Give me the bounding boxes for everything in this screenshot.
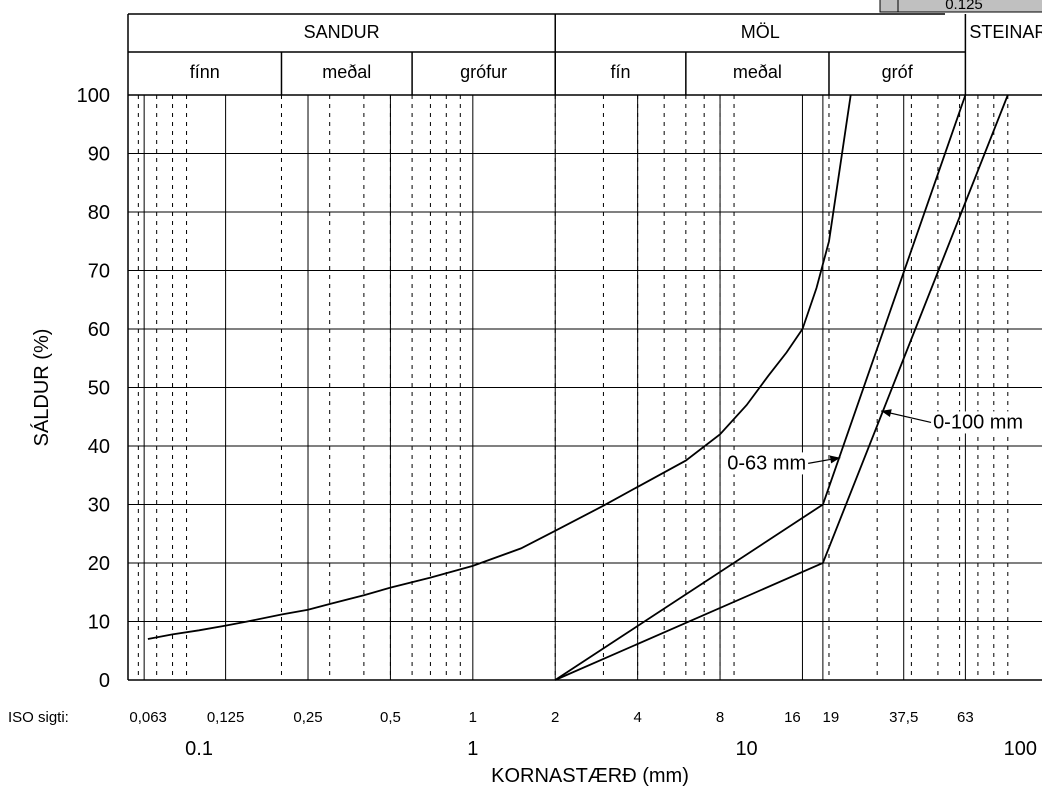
y-tick-label: 60 [88,319,110,341]
iso-sieve-label: 0,25 [293,709,322,726]
y-tick-label: 40 [88,436,110,458]
series-line-2 [554,94,967,681]
annotation-bg [725,452,809,475]
series-layer [147,94,1009,681]
y-tick-label: 0 [99,670,110,692]
iso-sieve-label: 4 [633,709,641,726]
y-tick-label: 90 [88,144,110,166]
annotation-arrowhead [829,455,841,464]
iso-sieve-label: 37,5 [889,709,918,726]
labels-layer: 0 10 20 30 40 50 60 70 80 90 100 SÁLDUR (%) ISO sigt… [8,85,1037,787]
axes-layer [127,94,1042,681]
x-tick-label: 0.1 [185,738,213,760]
series-line-1 [147,94,852,640]
iso-sieve-label: 0,5 [380,709,401,726]
annotation-label: 0-63 mm [727,452,806,474]
series-line-3 [554,94,1009,681]
iso-sieve-caption: ISO sigti: [8,709,69,726]
corner-label: 0.125 [945,0,983,13]
y-axis-title: SÁLDUR (%) [30,329,53,447]
y-tick-label: 20 [88,553,110,575]
iso-sieve-label: 0,125 [207,709,245,726]
x-axis-title: KORNASTÆRÐ (mm) [491,765,689,787]
x-tick-label: 10 [735,738,757,760]
iso-sieve-label: 2 [551,709,559,726]
header-table: SANDUR MÖL STEINAR fínn meðal grófur fín meðal g… [127,0,1042,95]
header-group-label: SANDUR [304,22,380,42]
grid-layer [128,94,1042,681]
iso-sieve-label: 63 [957,709,974,726]
x-tick-label: 1 [467,738,478,760]
x-tick-label: 100 [1004,738,1037,760]
iso-sieve-label: 1 [469,709,477,726]
header-subgroup-label: gróf [882,62,914,82]
y-tick-label: 70 [88,261,110,283]
corner-box [879,0,1042,13]
iso-sieve-label: 8 [716,709,724,726]
y-tick-label: 10 [88,612,110,634]
header-subgroup-label: meðal [733,62,782,82]
header-subgroup-label: grófur [460,62,507,82]
y-tick-label: 50 [88,378,110,400]
header-subgroup-label: fínn [190,62,220,82]
y-tick-label: 100 [77,85,110,107]
annotation-label: 0-100 mm [933,411,1023,433]
annotation-bg [931,411,1026,434]
header-subgroup-label: fín [611,62,631,82]
iso-sieve-label: 0,063 [129,709,167,726]
header-subgroup-label: meðal [322,62,371,82]
iso-sieve-label: 16 [784,709,801,726]
y-tick-label: 30 [88,495,110,517]
header-group-label: STEINAR [969,22,1042,42]
header-group-label: MÖL [741,22,780,42]
annotation-arrowhead [881,409,892,418]
iso-sieve-label: 19 [823,709,840,726]
y-tick-label: 80 [88,202,110,224]
